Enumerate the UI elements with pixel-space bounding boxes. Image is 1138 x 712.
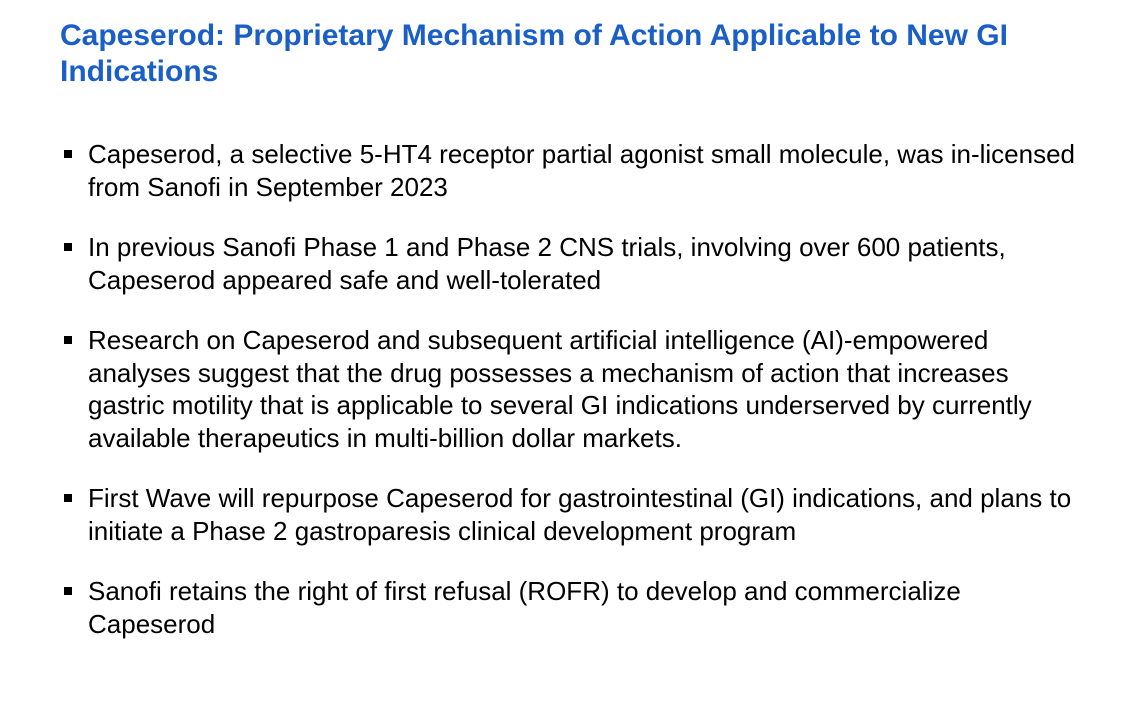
- list-item: Research on Capeserod and subsequent art…: [60, 324, 1078, 454]
- slide-title: Capeserod: Proprietary Mechanism of Acti…: [60, 18, 1078, 90]
- list-item: Capeserod, a selective 5-HT4 receptor pa…: [60, 138, 1078, 203]
- list-item: First Wave will repurpose Capeserod for …: [60, 482, 1078, 547]
- list-item: Sanofi retains the right of first refusa…: [60, 575, 1078, 640]
- bullet-list: Capeserod, a selective 5-HT4 receptor pa…: [60, 138, 1078, 640]
- slide-container: Capeserod: Proprietary Mechanism of Acti…: [0, 0, 1138, 698]
- list-item: In previous Sanofi Phase 1 and Phase 2 C…: [60, 231, 1078, 296]
